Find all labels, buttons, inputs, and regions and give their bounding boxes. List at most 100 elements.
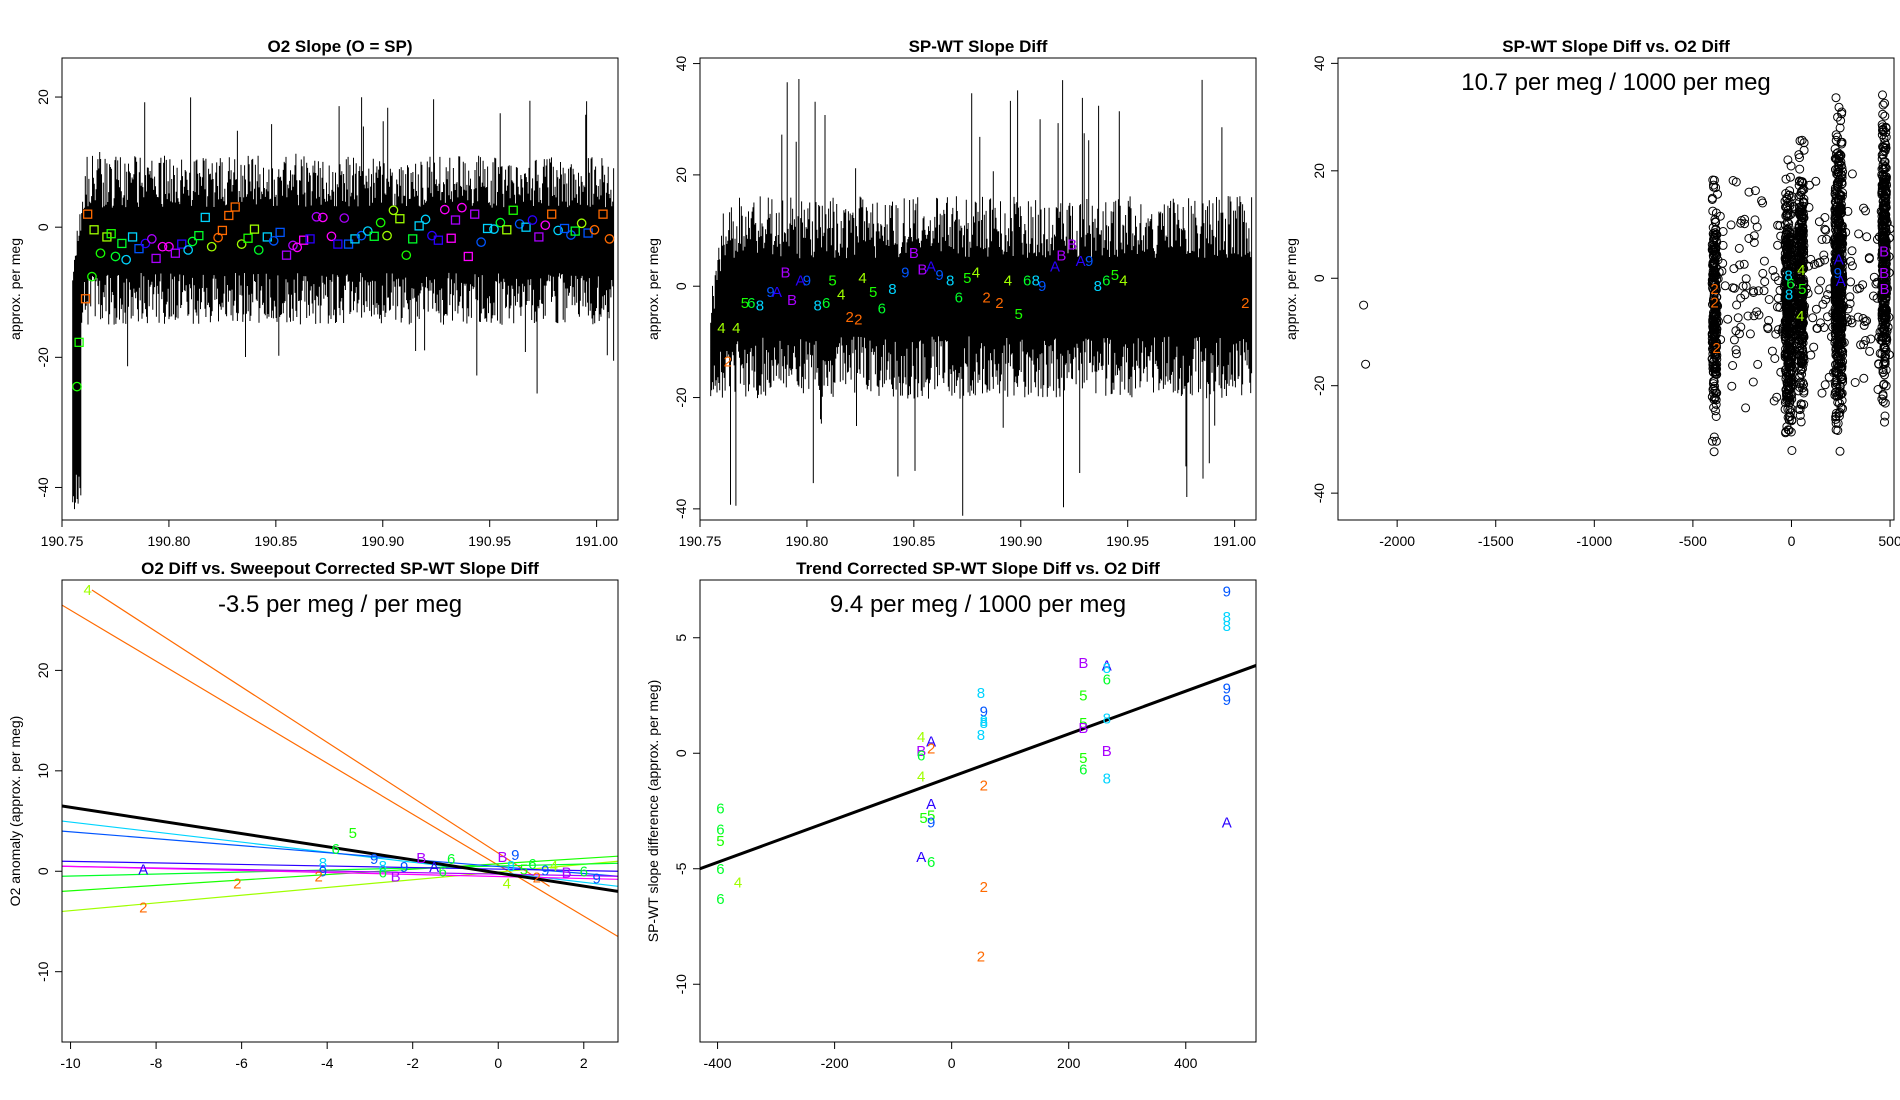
scatter-point [1781, 368, 1791, 378]
square-marker [559, 223, 570, 234]
x-tick-label: 500 [1878, 533, 1900, 549]
scatter-point [1865, 346, 1875, 356]
scatter-point [1830, 220, 1840, 230]
plot-area [62, 589, 618, 938]
scatter-point [1805, 180, 1814, 190]
scatter-point [1709, 182, 1719, 192]
x-tick-label: -1500 [1478, 533, 1514, 549]
square-marker [74, 337, 84, 348]
scatter-point [1741, 274, 1751, 284]
scatter-point [1880, 111, 1890, 121]
scatter-point [1834, 194, 1844, 204]
scatter-point [1797, 239, 1807, 249]
y-tick-label: -20 [673, 387, 689, 407]
point-label: 2 [977, 949, 985, 966]
point-label: 4 [1119, 273, 1127, 290]
scatter-point [1825, 284, 1835, 294]
scatter-point [1784, 210, 1794, 220]
scatter-point [1793, 321, 1803, 331]
square-marker [80, 294, 91, 304]
scatter-point [1811, 304, 1821, 314]
y-tick-label: -20 [35, 347, 51, 367]
scatter-point [1794, 220, 1804, 230]
plot-frame [61, 579, 619, 1043]
point-label: 6 [927, 854, 935, 871]
point-label: 6 [1786, 276, 1794, 293]
scatter-point [1858, 280, 1868, 290]
square-marker [224, 210, 234, 221]
scatter-point [1733, 313, 1743, 323]
scatter-point [1834, 359, 1844, 369]
circle-marker [87, 271, 97, 282]
point-label: 5 [1798, 281, 1806, 298]
scatter-point [1833, 178, 1843, 188]
scatter-point [1797, 237, 1807, 247]
point-label: A [1102, 657, 1112, 674]
scatter-point [1880, 178, 1890, 187]
scatter-point [1822, 234, 1831, 244]
point-label: 6 [1102, 273, 1110, 290]
scatter-point [1729, 264, 1739, 274]
square-marker [598, 209, 608, 219]
scatter-point [1816, 276, 1825, 286]
point-label: 2 [995, 295, 1003, 312]
scatter-point [1736, 293, 1746, 303]
point-label: 5 [1079, 715, 1087, 732]
x-tick-label: -1000 [1576, 533, 1612, 549]
square-marker [570, 226, 580, 236]
square-marker [151, 253, 161, 264]
scatter-point [1834, 280, 1844, 290]
scatter-point [1835, 336, 1844, 346]
circle-marker [95, 248, 106, 259]
scatter-point [1834, 156, 1844, 166]
scatter-point [1859, 340, 1869, 349]
scatter-point [1795, 350, 1805, 360]
scatter-point [1878, 163, 1888, 173]
point-label: B [1056, 248, 1066, 265]
scatter-point [1869, 272, 1879, 282]
scatter-point [1804, 261, 1814, 271]
scatter-point [1786, 308, 1796, 317]
y-tick-label: 0 [1311, 274, 1327, 282]
scatter-point [1795, 320, 1805, 330]
scatter-point [1836, 137, 1846, 147]
point-label: B [1879, 265, 1889, 282]
y-axis-label: approx. per meg [7, 238, 23, 340]
scatter-point [1831, 313, 1841, 323]
scatter-point [1880, 180, 1890, 190]
scatter-point [1707, 354, 1717, 364]
scatter-point [1866, 334, 1876, 344]
y-tick-label: 10 [35, 763, 51, 779]
point-label: B [1067, 236, 1077, 253]
scatter-point [1711, 249, 1721, 259]
circle-marker [292, 242, 303, 253]
scatter-point [1881, 381, 1891, 391]
x-tick-label: -4 [321, 1055, 334, 1071]
scatter-point [1710, 316, 1720, 325]
scatter-point [1878, 391, 1888, 401]
scatter-point [1797, 335, 1807, 345]
scatter-point [1819, 250, 1829, 260]
square-marker [177, 239, 187, 249]
scatter-point [1806, 254, 1816, 264]
scatter-point [1740, 219, 1750, 229]
square-marker [482, 223, 493, 234]
scatter-point [1820, 255, 1830, 265]
point-label: 2 [724, 353, 732, 370]
point-label: 9 [766, 284, 774, 301]
x-tick-label: 190.75 [41, 533, 84, 549]
scatter-point [1845, 299, 1855, 309]
scatter-point [1790, 228, 1800, 238]
point-label: 8 [756, 298, 764, 315]
scatter-point [1790, 204, 1800, 214]
plot-frame [61, 57, 619, 521]
scatter-point [1839, 338, 1849, 347]
circle-marker [495, 217, 506, 228]
scatter-point [1877, 130, 1887, 140]
scatter-point [1829, 236, 1839, 246]
scatter-point [1710, 349, 1720, 359]
point-label: 5 [963, 270, 971, 287]
scatter-point [1713, 274, 1723, 284]
scatter-point [1831, 293, 1841, 303]
